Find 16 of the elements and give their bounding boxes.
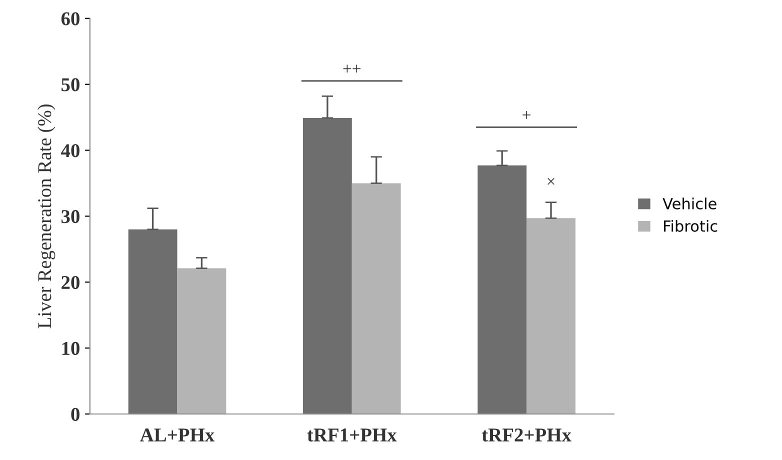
y-tick-label: 20 (62, 276, 80, 290)
x-tick-label: AL+PHx (140, 428, 215, 442)
y-tick-label: 60 (61, 12, 80, 26)
x-tick-label: tRF2+PHx (482, 428, 572, 442)
x-tick-label: tRF1+PHx (307, 428, 397, 442)
annotation: ++ (343, 64, 360, 73)
legend-label: Vehicle (662, 198, 716, 210)
annotation: + (522, 111, 530, 119)
y-tick-label: 50 (62, 78, 80, 92)
y-axis-title: Liver Regeneration Rate (%) (38, 104, 56, 328)
y-tick-label: 40 (61, 144, 80, 158)
y-tick-label: 10 (62, 342, 80, 356)
annotation: × (548, 178, 554, 185)
y-tick-label: 30 (61, 210, 80, 224)
legend-label: Fibrotic (664, 220, 718, 232)
y-tick-label: 0 (71, 408, 80, 421)
